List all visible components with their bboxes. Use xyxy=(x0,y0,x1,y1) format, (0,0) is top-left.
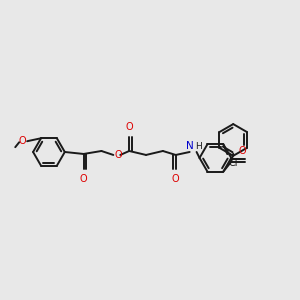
Text: O: O xyxy=(80,174,87,184)
Text: O: O xyxy=(238,146,246,156)
Text: N: N xyxy=(186,141,194,151)
Text: O: O xyxy=(172,174,180,184)
Text: O: O xyxy=(125,122,133,132)
Text: H: H xyxy=(196,142,202,151)
Text: O: O xyxy=(114,150,122,160)
Text: Cl: Cl xyxy=(228,158,238,168)
Text: O: O xyxy=(19,136,26,146)
